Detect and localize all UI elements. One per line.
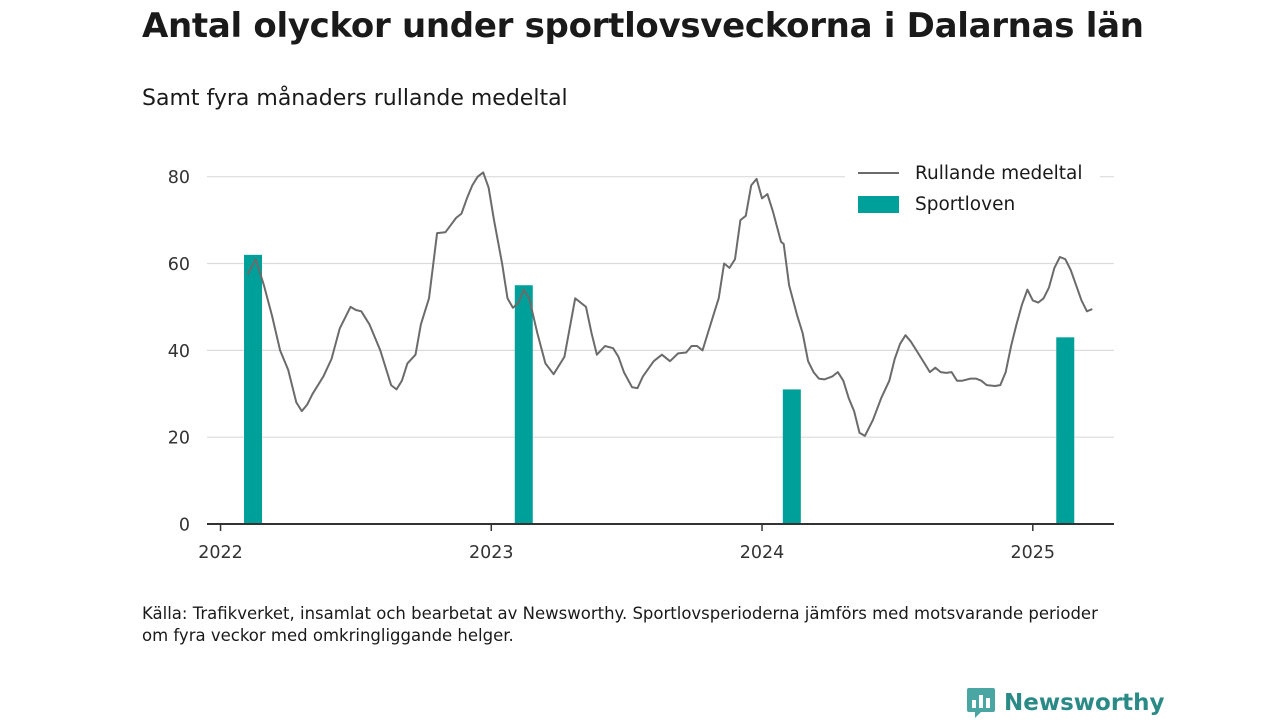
y-tick-label: 60 xyxy=(168,255,190,275)
bar xyxy=(244,254,263,525)
legend-label-rullande-medeltal: Rullande medeltal xyxy=(915,163,1083,184)
bar xyxy=(782,389,801,524)
newsworthy-logo[interactable]: Newsworthy xyxy=(966,686,1165,720)
x-tick-label: 2025 xyxy=(1011,543,1056,563)
logo-text: Newsworthy xyxy=(1004,690,1165,716)
line-series xyxy=(246,171,1093,437)
chart-subtitle: Samt fyra månaders rullande medeltal xyxy=(142,86,568,111)
chart-title: Antal olyckor under sportlovsveckorna i … xyxy=(142,6,1144,46)
x-tick-label: 2024 xyxy=(740,543,785,563)
x-tick-label: 2023 xyxy=(469,543,514,563)
rolling-average-line xyxy=(246,171,1093,437)
y-tick-label: 40 xyxy=(168,342,190,362)
legend: Rullande medeltal Sportloven xyxy=(845,156,1100,220)
legend-bar-swatch xyxy=(858,196,899,213)
bar xyxy=(514,285,533,524)
legend-label-sportloven: Sportloven xyxy=(915,194,1015,215)
x-tick-label: 2022 xyxy=(198,543,243,563)
source-footnote: Källa: Trafikverket, insamlat och bearbe… xyxy=(142,604,1098,645)
bar xyxy=(1056,337,1075,524)
y-tick-label: 80 xyxy=(168,168,190,188)
axes: 0 20 40 60 80 2022 2023 2024 2025 xyxy=(168,168,1114,563)
bar-series xyxy=(244,254,1075,525)
y-tick-label: 20 xyxy=(168,429,190,449)
y-tick-label: 0 xyxy=(179,516,190,536)
newsworthy-chart-icon xyxy=(967,688,995,718)
